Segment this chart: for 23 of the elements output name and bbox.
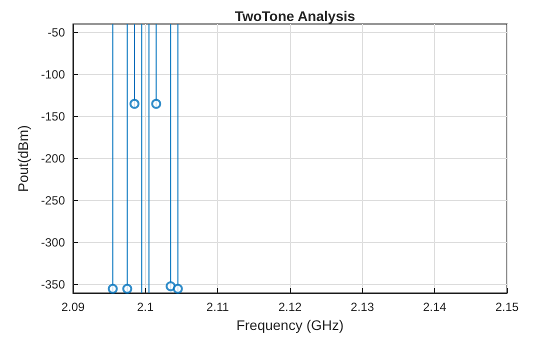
x-tick-label: 2.11 (206, 300, 230, 314)
x-tick-label: 2.12 (278, 300, 302, 314)
y-axis-title: Pout(dBm) (15, 125, 32, 192)
y-tick-label: -200 (40, 152, 66, 166)
y-tick-label: -50 (48, 25, 66, 40)
point (129, 98, 140, 109)
y-tick-label: -350 (40, 278, 66, 292)
y-tick-label: -250 (40, 194, 66, 208)
x-tick-label: 2.1 (136, 300, 154, 314)
x-axis-title: Frequency (GHz) (236, 317, 344, 333)
x-tick-label: 2.15 (495, 300, 519, 314)
x-tick-label: 2.14 (422, 300, 447, 314)
y-tick-label: -100 (40, 67, 66, 82)
y-tick-label: -300 (40, 236, 66, 250)
x-tick-label: 2.13 (350, 300, 374, 314)
point (172, 284, 183, 294)
x-tick-label: 2.09 (61, 300, 85, 314)
point (122, 284, 132, 294)
point (151, 98, 162, 109)
point (166, 281, 176, 292)
y-tick-label: -150 (40, 109, 66, 124)
chart-title: TwoTone Analysis (234, 8, 356, 24)
point (108, 284, 118, 294)
